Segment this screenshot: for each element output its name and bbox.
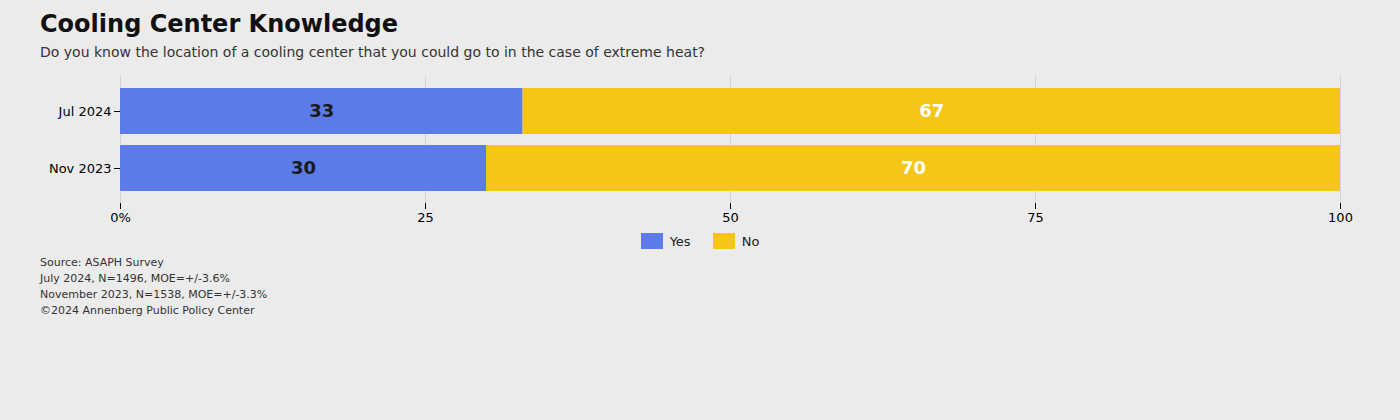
svg-text:50: 50 (722, 210, 739, 225)
html-text:July 2024, N=1496, MOE=+/-3.6%: July 2024, N=1496, MOE=+/-3.6% (40, 271, 230, 285)
svg-text:Jul 2024: Jul 2024 (58, 104, 112, 119)
svg-text:70: 70 (901, 157, 926, 178)
html-text:Yes: Yes (669, 233, 691, 249)
svg-text:0%: 0% (110, 210, 131, 225)
html-text:Source: ASAPH Survey: Source: ASAPH Survey (40, 256, 164, 269)
html-text:Do you know the location of a: Do you know the location of a cooling ce… (40, 44, 706, 60)
svg-text:25: 25 (417, 210, 434, 225)
svg-text:67: 67 (919, 100, 944, 121)
svg-text:75: 75 (1027, 210, 1044, 225)
svg-text:Nov 2023: Nov 2023 (49, 161, 112, 176)
html-text:November 2023, N=1538, MOE=+/-: November 2023, N=1538, MOE=+/-3.3% (40, 287, 268, 301)
html-text:No: No (741, 233, 760, 249)
svg-text:30: 30 (291, 157, 316, 178)
svg-text:100: 100 (1328, 210, 1353, 225)
svg-text:33: 33 (309, 100, 334, 121)
html-text:Cooling Center Knowledge: Cooling Center Knowledge (40, 10, 399, 38)
html-text:©2024 Annenberg Public Policy: ©2024 Annenberg Public Policy Center (40, 303, 255, 317)
